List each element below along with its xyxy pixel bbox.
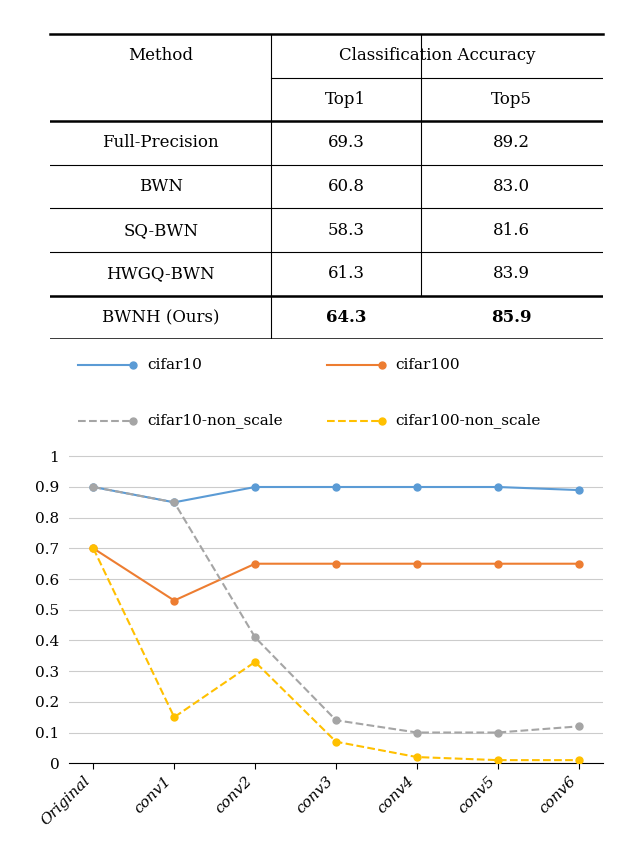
Text: Classification Accuracy: Classification Accuracy [339, 47, 535, 64]
Text: cifar10-non_scale: cifar10-non_scale [147, 413, 283, 428]
Text: 60.8: 60.8 [327, 178, 364, 195]
Text: cifar100-non_scale: cifar100-non_scale [396, 413, 541, 428]
Text: cifar100: cifar100 [396, 358, 460, 371]
Text: cifar10: cifar10 [147, 358, 202, 371]
Text: Top1: Top1 [325, 91, 367, 108]
Text: 85.9: 85.9 [492, 309, 532, 326]
Text: BWN: BWN [139, 178, 183, 195]
Text: 61.3: 61.3 [327, 265, 364, 282]
Text: 89.2: 89.2 [493, 135, 530, 152]
Text: Top5: Top5 [491, 91, 532, 108]
Text: BWNH (Ours): BWNH (Ours) [102, 309, 220, 326]
Text: SQ-BWN: SQ-BWN [123, 221, 198, 238]
Text: 69.3: 69.3 [327, 135, 364, 152]
Text: 83.0: 83.0 [493, 178, 530, 195]
Text: HWGQ-BWN: HWGQ-BWN [107, 265, 215, 282]
Text: Full-Precision: Full-Precision [102, 135, 219, 152]
Text: 58.3: 58.3 [327, 221, 364, 238]
Text: 83.9: 83.9 [493, 265, 530, 282]
Text: 81.6: 81.6 [493, 221, 530, 238]
Text: 64.3: 64.3 [326, 309, 366, 326]
Text: Method: Method [128, 47, 193, 64]
